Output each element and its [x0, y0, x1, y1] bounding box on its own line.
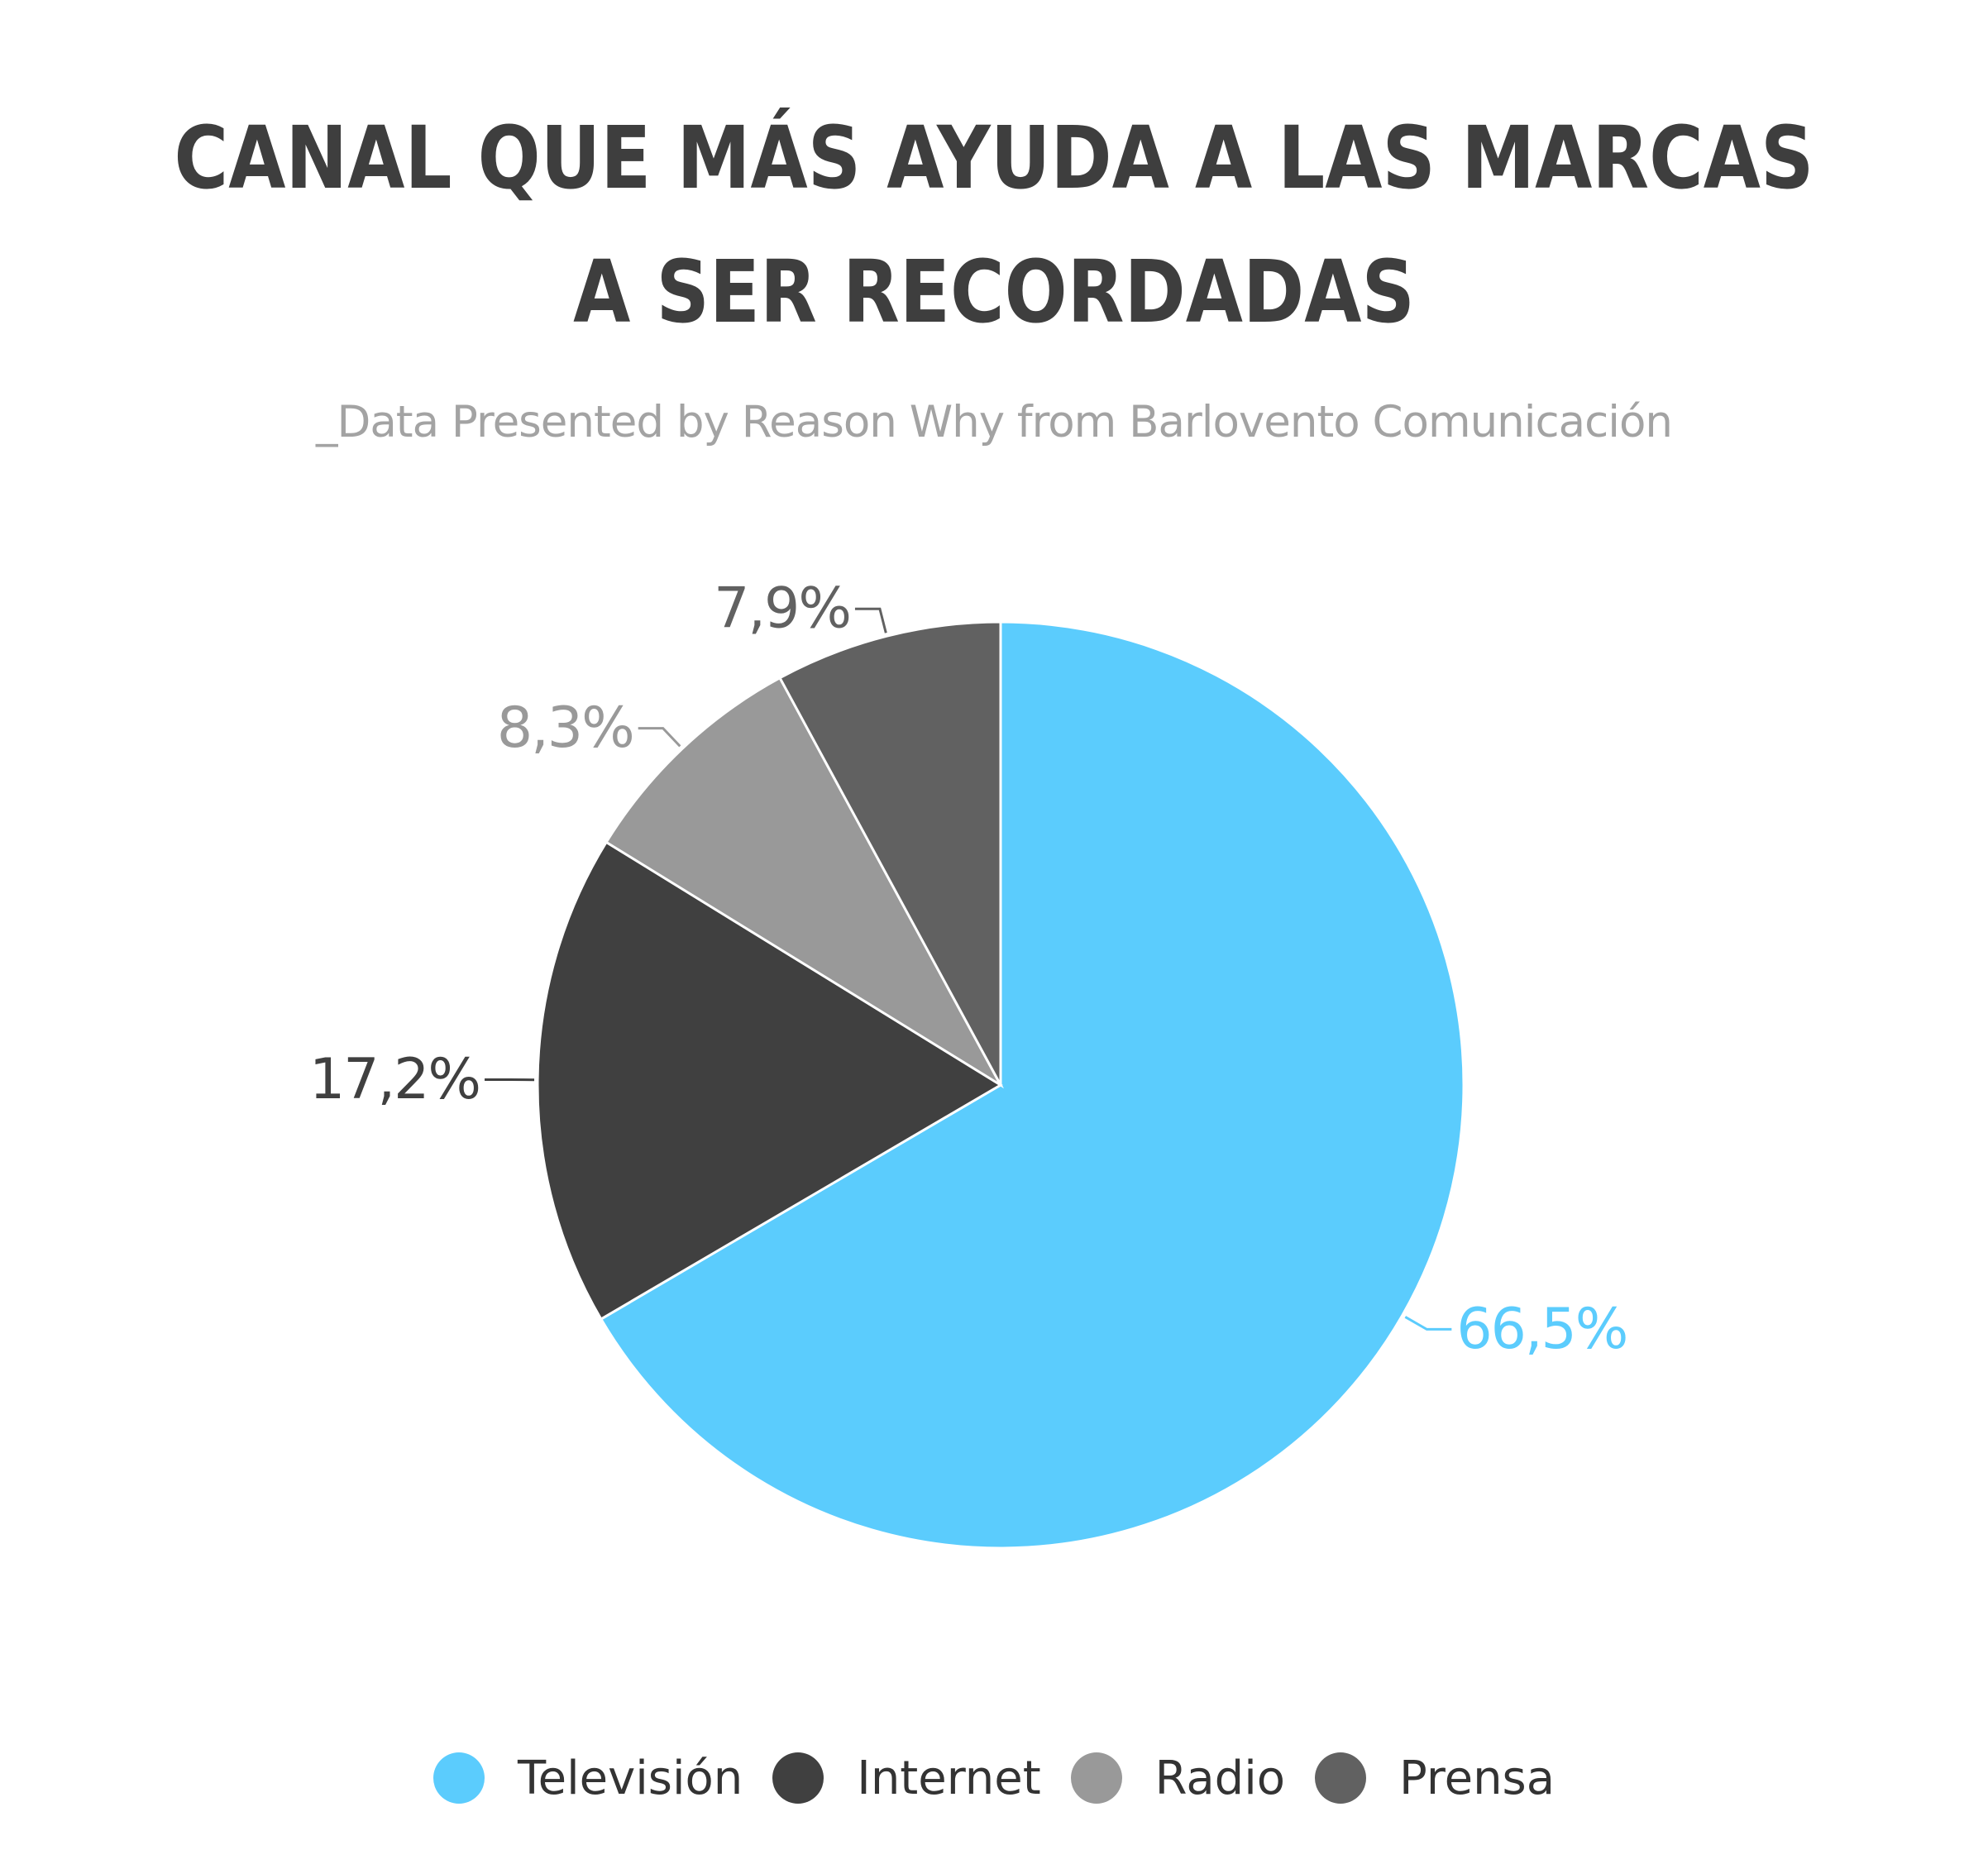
legend-label-radio: Radio [1154, 1751, 1286, 1805]
chart-title: CANAL QUE MÁS AYUDA A LAS MARCAS A SER R… [139, 91, 1848, 359]
legend-label-prensa: Prensa [1399, 1751, 1556, 1805]
chart-title-line-1: CANAL QUE MÁS AYUDA A LAS MARCAS [174, 108, 1814, 208]
data-label-television: 66,5% [1456, 1297, 1627, 1362]
leader-line-prensa [854, 607, 887, 633]
leader-line-television [1404, 1316, 1452, 1331]
legend-item-internet: Internet [772, 1751, 1041, 1805]
legend-item-prensa: Prensa [1315, 1752, 1555, 1805]
legend-swatch-television [432, 1752, 485, 1804]
data-label-prensa: 7,9% [714, 576, 850, 642]
legend-swatch-radio [1070, 1752, 1122, 1804]
pie-slice-internet [536, 840, 1003, 1322]
leader-line-radio [638, 727, 681, 748]
pie-slice-television [599, 620, 1465, 1550]
chart-subtitle: _Data Presented by Reason Why from Barlo… [316, 397, 1673, 447]
legend-item-radio: Radio [1070, 1751, 1286, 1805]
legend-label-television: Televisión [517, 1751, 743, 1805]
data-label-radio: 8,3% [497, 695, 633, 761]
pie-slice-prensa [778, 620, 1002, 1086]
legend-swatch-internet [772, 1752, 824, 1804]
pie-slice-radio [605, 676, 1004, 1089]
legend-swatch-prensa [1315, 1752, 1367, 1804]
legend-item-television: Televisión [432, 1751, 743, 1805]
legend-label-internet: Internet [857, 1751, 1041, 1805]
chart-legend: Televisión Internet Radio Prensa [0, 1745, 1988, 1811]
chart-title-line-2: A SER RECORDADAS [573, 241, 1415, 342]
data-label-internet: 17,2% [309, 1047, 480, 1112]
